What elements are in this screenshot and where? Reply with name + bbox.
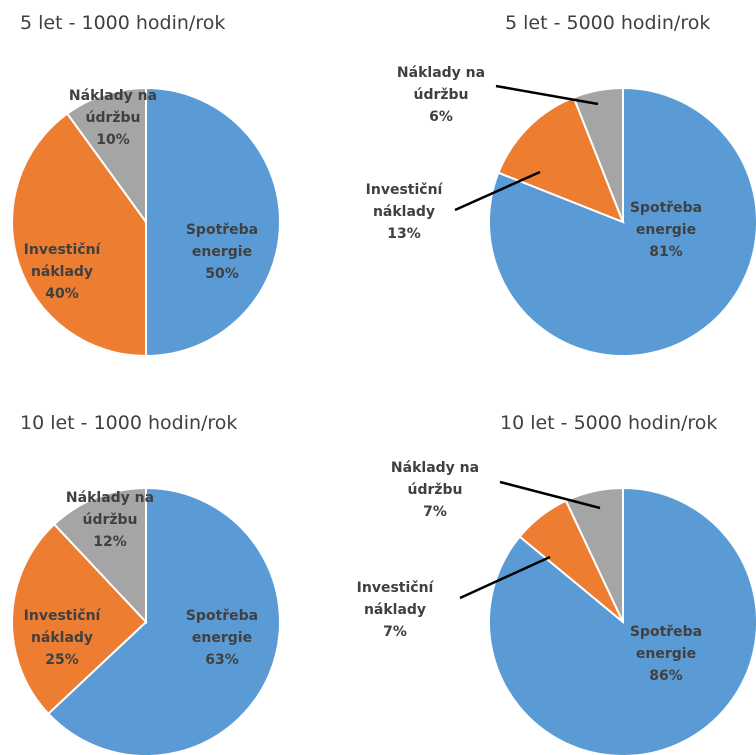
value-label: 63% (205, 652, 239, 668)
category-name: Spotřeba energie (629, 624, 703, 662)
category-name: Náklady na údržbu (68, 88, 158, 126)
category-name: Investiční náklady (23, 608, 101, 646)
chart-title: 10 let - 5000 hodin/rok (500, 412, 718, 434)
value-label: 86% (649, 668, 683, 684)
value-label: 6% (429, 109, 453, 125)
pie-slice (11, 522, 148, 716)
data-label: Náklady na údržbu 10% (67, 85, 159, 151)
value-label: 13% (387, 226, 421, 242)
value-label: 40% (45, 286, 79, 302)
pie-slice (52, 486, 147, 625)
category-name: Náklady na údržbu (65, 490, 155, 528)
category-name: Spotřeba energie (185, 222, 259, 260)
data-label: Spotřeba energie 50% (176, 219, 268, 285)
value-label: 7% (423, 504, 447, 520)
leader-line (499, 480, 601, 510)
pie-slice (572, 86, 624, 223)
data-label: Investiční náklady 13% (358, 179, 450, 245)
data-label: Investiční náklady 7% (349, 577, 441, 643)
data-label: Spotřeba energie 63% (176, 605, 268, 671)
category-name: Náklady na údržbu (390, 460, 480, 498)
data-label: Náklady na údržbu 6% (395, 62, 487, 128)
value-label: 10% (96, 132, 130, 148)
chart-title: 10 let - 1000 hodin/rok (20, 412, 238, 434)
value-label: 25% (45, 652, 79, 668)
category-name: Investiční náklady (23, 242, 101, 280)
data-label: Spotřeba energie 86% (620, 621, 712, 687)
category-name: Náklady na údržbu (396, 65, 486, 103)
chart-title: 5 let - 1000 hodin/rok (20, 12, 226, 34)
value-label: 81% (649, 244, 683, 260)
value-label: 50% (205, 266, 239, 282)
leader-line (495, 84, 599, 106)
pie-slice (11, 112, 147, 358)
data-label: Spotřeba energie 81% (620, 197, 712, 263)
pie-slice (46, 486, 281, 755)
pie-slice (488, 486, 756, 755)
pie-slice (65, 86, 147, 226)
category-name: Investiční náklady (356, 580, 434, 618)
pie-slice (145, 86, 281, 358)
data-label: Investiční náklady 40% (16, 239, 108, 305)
leader-line (454, 170, 541, 212)
category-name: Investiční náklady (365, 182, 443, 220)
data-label: Investiční náklady 25% (16, 605, 108, 671)
category-name: Spotřeba energie (629, 200, 703, 238)
chart-title: 5 let - 5000 hodin/rok (505, 12, 711, 34)
value-label: 12% (93, 534, 127, 550)
data-label: Náklady na údržbu 7% (389, 457, 481, 523)
value-label: 7% (383, 624, 407, 640)
pie-slice (564, 486, 624, 623)
category-name: Spotřeba energie (185, 608, 259, 646)
leader-line (459, 555, 551, 600)
data-label: Náklady na údržbu 12% (64, 487, 156, 553)
